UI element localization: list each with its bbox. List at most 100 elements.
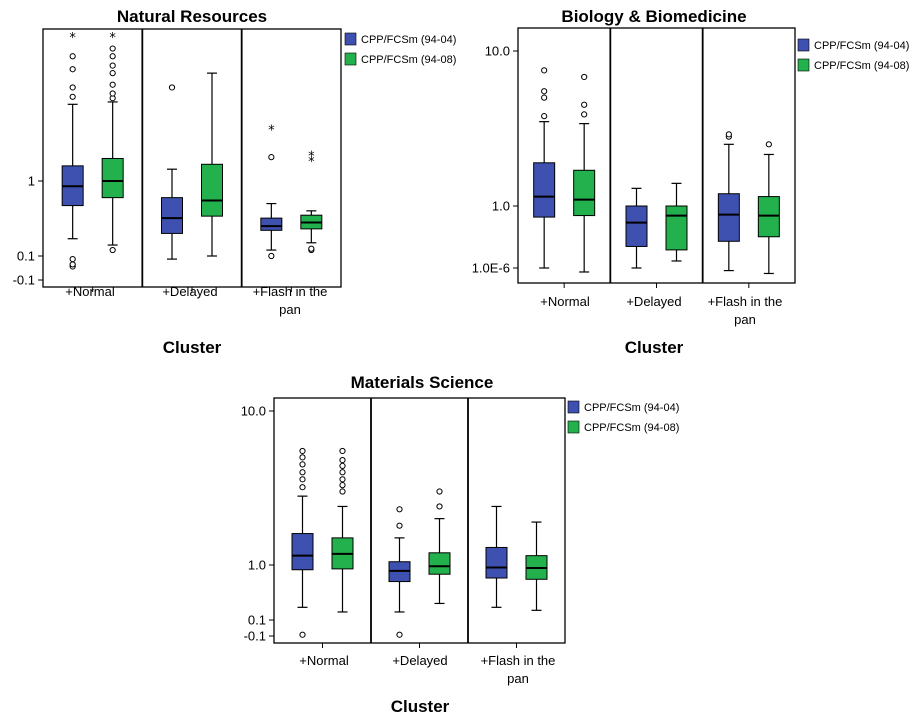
outlier-marker bbox=[69, 66, 76, 73]
outlier-marker bbox=[339, 447, 346, 455]
box-series2 bbox=[201, 72, 223, 257]
chart-title: Biology & Biomedicine bbox=[561, 7, 746, 26]
box-body bbox=[757, 196, 780, 238]
legend-label: CPP/FCSm (94-08) bbox=[584, 422, 679, 434]
outlier-marker bbox=[109, 70, 116, 77]
box-body bbox=[717, 193, 740, 242]
outlier-marker bbox=[581, 101, 588, 108]
outlier-marker bbox=[299, 447, 306, 455]
outlier-marker bbox=[109, 62, 116, 69]
category-label: +Flash in the pan bbox=[708, 294, 783, 327]
box-body bbox=[161, 197, 183, 234]
legend: CPP/FCSm (94-04) CPP/FCSm (94-08) bbox=[797, 38, 909, 72]
box-series1: * bbox=[260, 124, 283, 260]
legend-label: CPP/FCSm (94-04) bbox=[584, 402, 679, 414]
legend-swatch bbox=[567, 420, 580, 434]
outlier-extreme-marker: * bbox=[308, 155, 315, 170]
box-body bbox=[260, 217, 283, 231]
category-label: +Delayed bbox=[626, 294, 681, 309]
box-series1 bbox=[533, 67, 556, 269]
outlier-marker bbox=[109, 53, 116, 60]
chart-panel-2: Biology & Biomedicine 10.0 1.0 1.0E-6 +Norma… bbox=[472, 7, 910, 357]
outlier-marker bbox=[69, 93, 76, 100]
outlier-marker bbox=[168, 84, 176, 91]
outlier-marker bbox=[541, 88, 548, 95]
chart-title: Natural Resources bbox=[117, 7, 267, 26]
outlier-marker bbox=[299, 484, 306, 491]
y-tick-label: 0.1 bbox=[248, 613, 266, 628]
outlier-marker bbox=[299, 631, 306, 638]
box-series1 bbox=[388, 506, 411, 638]
outlier-marker bbox=[396, 522, 403, 529]
box-series1 bbox=[717, 131, 740, 272]
outlier-marker bbox=[339, 456, 346, 464]
outlier-marker bbox=[396, 506, 403, 513]
outlier-marker bbox=[69, 255, 76, 263]
outlier-marker bbox=[299, 461, 306, 468]
box-body bbox=[573, 169, 596, 217]
box-series2 bbox=[331, 447, 354, 613]
outlier-marker bbox=[109, 90, 116, 97]
box-series1: * bbox=[61, 31, 84, 270]
x-axis-title: Cluster bbox=[625, 338, 684, 357]
outlier-marker bbox=[109, 45, 116, 52]
legend-label: CPP/FCSm (94-08) bbox=[814, 60, 909, 72]
legend-swatch bbox=[344, 52, 357, 66]
outlier-marker bbox=[299, 476, 306, 483]
legend-swatch bbox=[797, 58, 810, 72]
box-series2 bbox=[428, 488, 451, 605]
chart-title: Materials Science bbox=[351, 373, 494, 392]
outlier-marker bbox=[69, 53, 76, 60]
box-series2: ** bbox=[300, 150, 323, 254]
y-tick-label: 10.0 bbox=[485, 44, 510, 59]
outlier-marker bbox=[765, 141, 772, 148]
outlier-marker bbox=[299, 469, 306, 476]
y-tick-label: 10.0 bbox=[241, 404, 266, 419]
box-series2: * bbox=[101, 31, 124, 254]
box-body bbox=[485, 546, 508, 579]
y-tick-label: 1.0 bbox=[492, 199, 510, 214]
box-series1 bbox=[291, 447, 314, 638]
outlier-extreme-marker: * bbox=[268, 124, 275, 139]
box-body bbox=[201, 163, 223, 217]
category-label: +Normal bbox=[65, 284, 115, 299]
chart-panel-3: Materials Science 10.0 1.0 0.1-0.1 +Normal +D… bbox=[241, 373, 680, 716]
category-label: +Flash in the pan bbox=[253, 284, 328, 317]
outlier-marker bbox=[436, 488, 443, 495]
category-label: +Delayed bbox=[392, 653, 447, 668]
box-series2 bbox=[665, 182, 688, 262]
y-tick-label: -0.1 bbox=[13, 273, 35, 288]
category-label: +Delayed bbox=[162, 284, 217, 299]
plot-frame bbox=[273, 397, 566, 644]
outlier-marker bbox=[109, 81, 116, 88]
outlier-marker bbox=[541, 67, 548, 74]
outlier-marker bbox=[268, 154, 275, 161]
legend: CPP/FCSm (94-04) CPP/FCSm (94-08) bbox=[567, 400, 679, 434]
outlier-marker bbox=[299, 454, 306, 461]
outlier-extreme-marker: * bbox=[109, 31, 116, 46]
y-tick-label: 0.1 bbox=[17, 249, 35, 264]
outlier-marker bbox=[339, 488, 346, 495]
outlier-marker bbox=[308, 245, 315, 252]
box-series2 bbox=[525, 521, 548, 611]
box-series2 bbox=[573, 73, 596, 273]
category-label: +Flash in the pan bbox=[481, 653, 556, 686]
legend-swatch bbox=[567, 400, 580, 414]
outlier-extreme-marker: * bbox=[69, 31, 76, 46]
outlier-extreme-marker: * bbox=[308, 150, 315, 165]
category-label: +Normal bbox=[299, 653, 349, 668]
outlier-marker bbox=[541, 113, 548, 120]
legend-label: CPP/FCSm (94-04) bbox=[814, 40, 909, 52]
outlier-marker bbox=[396, 631, 403, 638]
box-series2 bbox=[757, 141, 780, 275]
x-axis-title: Cluster bbox=[391, 697, 450, 716]
y-tick-label: 1.0E-6 bbox=[472, 261, 510, 276]
outlier-marker bbox=[725, 131, 732, 138]
legend-swatch bbox=[344, 32, 357, 46]
box-series1 bbox=[161, 84, 183, 260]
outlier-marker bbox=[339, 482, 346, 489]
outlier-marker bbox=[339, 469, 346, 476]
box-body bbox=[665, 205, 688, 251]
plot-frame bbox=[517, 27, 796, 284]
outlier-marker bbox=[541, 94, 548, 101]
